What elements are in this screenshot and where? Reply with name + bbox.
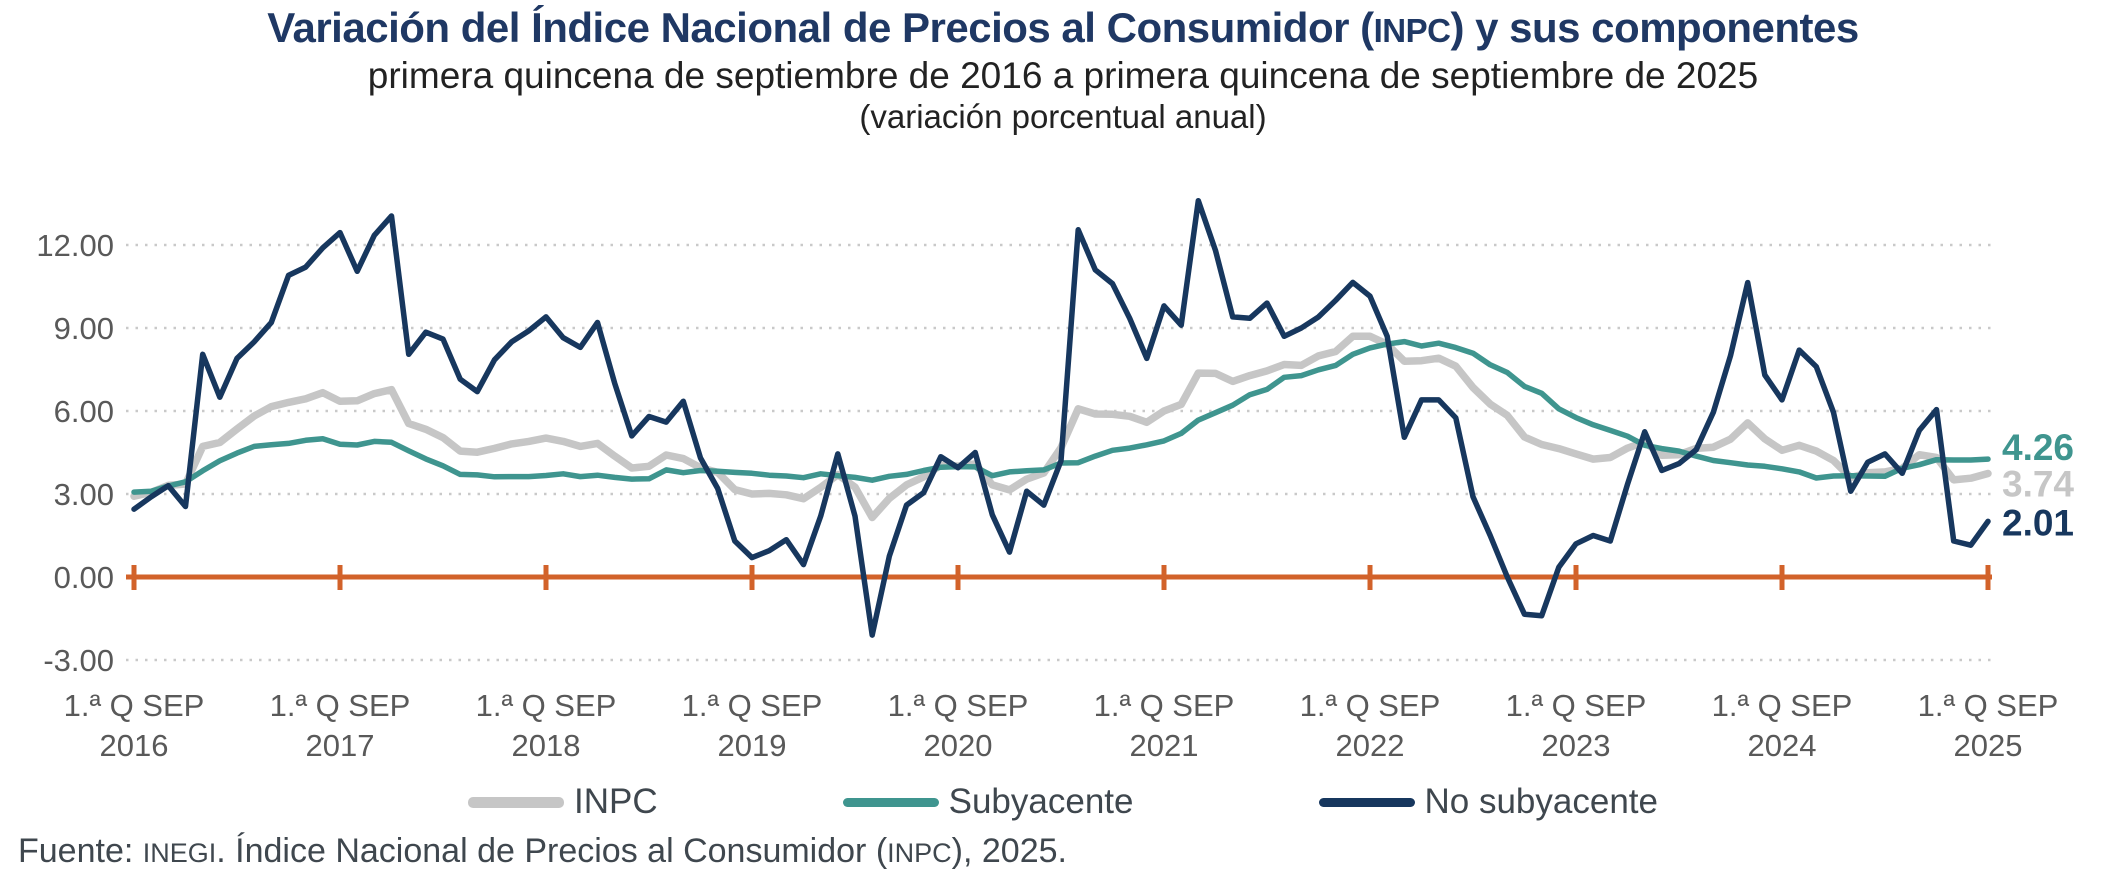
y-axis-label: -3.00 — [43, 643, 114, 678]
legend-item-inpc: INPC — [468, 782, 658, 822]
page-title: Variación del Índice Nacional de Precios… — [267, 4, 1859, 51]
legend-item-no-subyacente: No subyacente — [1318, 782, 1658, 822]
chart-legend: INPC Subyacente No subyacente — [0, 782, 2126, 822]
end-value-no-subyacente: 2.01 — [2002, 502, 2074, 543]
legend-label: INPC — [574, 782, 658, 821]
y-axis-label: 12.00 — [36, 228, 114, 263]
end-value-inpc: 3.74 — [2002, 464, 2074, 505]
x-axis-label-2023: 1.ª Q SEP 2023 — [1506, 688, 1647, 763]
title-acronym-inpc: INPC — [1373, 12, 1451, 49]
legend-swatch-icon — [468, 796, 564, 808]
x-axis-label-2019: 1.ª Q SEP 2019 — [682, 688, 823, 763]
end-value-subyacente: 4.26 — [2002, 427, 2074, 468]
source-acronym-inpc: INPC — [887, 838, 952, 868]
legend-label: Subyacente — [948, 782, 1134, 821]
x-axis-label-2020: 1.ª Q SEP 2020 — [888, 688, 1029, 763]
legend-item-subyacente: Subyacente — [842, 782, 1134, 822]
chart-subtitle-units: (variación porcentual anual) — [859, 98, 1267, 135]
source-note: Fuente: INEGI. Índice Nacional de Precio… — [18, 832, 1067, 870]
y-axis-label: 0.00 — [54, 560, 114, 595]
series-line-no-subyacente — [131, 197, 1991, 638]
y-axis-label: 6.00 — [54, 394, 114, 429]
x-axis-label-2025: 1.ª Q SEP 2025 — [1918, 688, 2059, 763]
x-axis-label-2022: 1.ª Q SEP 2022 — [1300, 688, 1441, 763]
y-axis-label: 3.00 — [54, 477, 114, 512]
source-acronym-inegi: INEGI — [142, 838, 217, 868]
x-axis-label-2016: 1.ª Q SEP 2016 — [64, 688, 205, 763]
chart-subtitle-period: primera quincena de septiembre de 2016 a… — [367, 55, 1759, 96]
x-axis-label-2021: 1.ª Q SEP 2021 — [1094, 688, 1235, 763]
legend-swatch-icon — [1318, 797, 1415, 807]
legend-label: No subyacente — [1424, 782, 1658, 821]
legend-swatch-icon — [842, 797, 939, 807]
x-axis-label-2017: 1.ª Q SEP 2017 — [270, 688, 411, 763]
x-axis-label-2024: 1.ª Q SEP 2024 — [1712, 688, 1853, 763]
y-axis-label: 9.00 — [54, 311, 114, 346]
x-axis-label-2018: 1.ª Q SEP 2018 — [476, 688, 617, 763]
